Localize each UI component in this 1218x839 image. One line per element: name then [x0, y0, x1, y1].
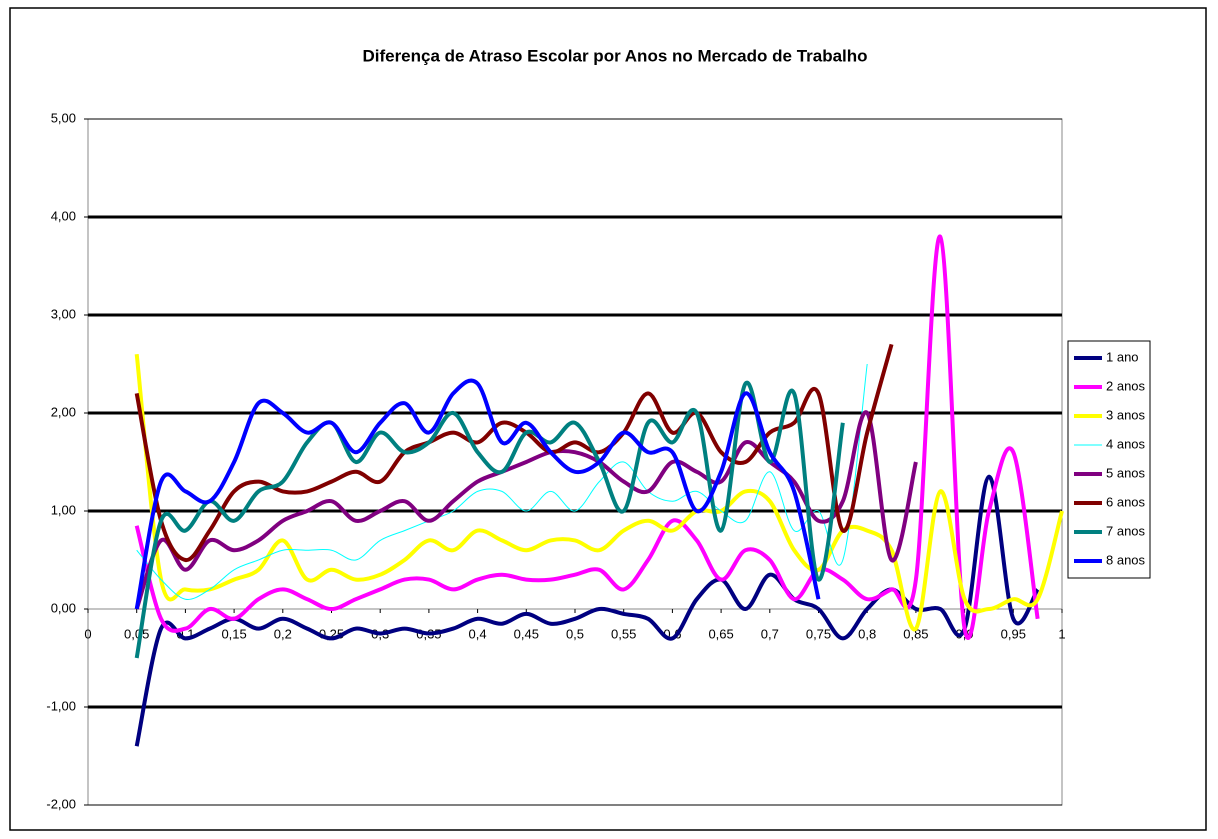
- y-tick-label: 4,00: [51, 208, 76, 223]
- legend-label: 7 anos: [1106, 523, 1146, 538]
- x-tick-label: 0,4: [469, 626, 487, 641]
- series-line: [134, 353, 1064, 632]
- x-tick-label: 1: [1058, 626, 1065, 641]
- legend-label: 8 anos: [1106, 552, 1146, 567]
- legend-box: [1067, 340, 1151, 579]
- legend-label: 5 anos: [1106, 465, 1146, 480]
- y-tick-label: -1,00: [46, 698, 76, 713]
- legend-label: 4 anos: [1106, 436, 1146, 451]
- legend-label: 3 anos: [1106, 407, 1146, 422]
- x-tick-label: 0: [84, 626, 91, 641]
- series-line: [134, 234, 1040, 640]
- legend-label: 6 anos: [1106, 494, 1146, 509]
- legend-label: 1 ano: [1106, 349, 1139, 364]
- y-tick-label: -2,00: [46, 796, 76, 811]
- y-tick-label: 5,00: [51, 110, 76, 125]
- x-tick-label: 0,2: [274, 626, 292, 641]
- legend-label: 2 anos: [1106, 378, 1146, 393]
- series-line: [134, 343, 894, 562]
- x-tick-label: 0,95: [1001, 626, 1026, 641]
- x-tick-label: 0,8: [858, 626, 876, 641]
- x-tick-label: 0,65: [708, 626, 733, 641]
- x-tick-label: 0,45: [514, 626, 539, 641]
- x-tick-label: 0,15: [221, 626, 246, 641]
- y-tick-label: 1,00: [51, 502, 76, 517]
- series-line: [134, 380, 845, 659]
- x-tick-label: 0,5: [566, 626, 584, 641]
- series-line: [134, 474, 1040, 747]
- x-tick-label: 0,75: [806, 626, 831, 641]
- y-tick-label: 2,00: [51, 404, 76, 419]
- chart-frame: [9, 7, 1207, 831]
- chart-title: Diferença de Atraso Escolar por Anos no …: [362, 46, 867, 65]
- x-tick-label: 0,05: [124, 626, 149, 641]
- series-line: [134, 378, 821, 610]
- series-line: [136, 363, 868, 600]
- y-tick-label: 3,00: [51, 306, 76, 321]
- x-tick-label: 0,85: [903, 626, 928, 641]
- x-tick-label: 0,55: [611, 626, 636, 641]
- y-tick-label: 0,00: [51, 600, 76, 615]
- x-tick-label: 0,7: [761, 626, 779, 641]
